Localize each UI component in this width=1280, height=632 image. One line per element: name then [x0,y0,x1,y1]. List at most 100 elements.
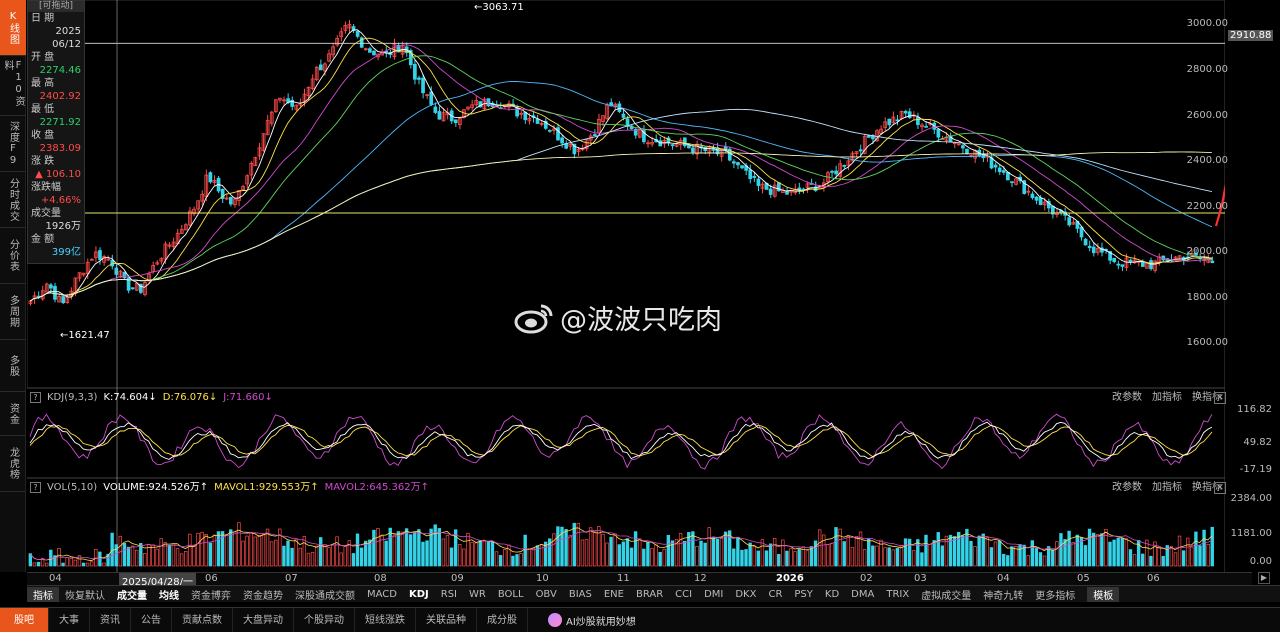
volume-bar [1100,533,1104,567]
indicator-tab-19[interactable]: CR [768,588,783,600]
indicator-tab-21[interactable]: KD [824,588,840,600]
bottom-tab-2[interactable]: 资讯 [90,607,131,632]
indicator-tab-2[interactable]: 成交量 [117,590,147,602]
indicator-tab-6[interactable]: 深股通成交额 [295,590,355,602]
vol-close-icon[interactable]: ✕ [1214,482,1226,494]
volume-bar [388,527,392,567]
candle-body [425,94,429,97]
candle-body [478,101,483,108]
indicator-tab-27[interactable]: 模板 [1087,586,1120,602]
kdj-add-button[interactable]: 加指标 [1152,392,1182,403]
candle-body [249,162,254,176]
volume-bar [139,543,143,567]
indicator-tab-20[interactable]: PSY [794,588,813,600]
candle-body [171,241,176,247]
sidebar-item-0[interactable]: K线图 [0,0,26,56]
indicator-tab-4[interactable]: 资金博弈 [191,590,231,602]
indicator-tab-16[interactable]: CCI [675,588,693,600]
kdj-k-line [29,421,1213,460]
sidebar-item-4[interactable]: 分价表 [0,228,26,284]
bottom-tab-8[interactable]: 关联品种 [416,607,477,632]
sidebar-item-6[interactable]: 多股 [0,340,26,392]
volume-bar [94,548,98,567]
hand-drawn-projection [1214,182,1225,227]
indicator-tab-13[interactable]: BIAS [568,588,592,600]
indicator-tab-3[interactable]: 均线 [159,590,179,602]
indicator-tab-17[interactable]: DMI [704,588,724,600]
indicator-tab-1[interactable]: 恢复默认 [65,590,105,602]
indicator-tab-22[interactable]: DMA [851,588,875,600]
vol-name[interactable]: VOL(5,10) [47,482,98,493]
bottom-tab-6[interactable]: 个股异动 [294,607,355,632]
indicator-tab-8[interactable]: KDJ [408,588,429,600]
volume-bar [212,534,217,567]
sidebar-item-5[interactable]: 多周期 [0,284,26,340]
bottom-tab-0[interactable]: 股吧 [0,607,49,632]
volume-bar [560,526,564,567]
sidebar-item-2[interactable]: 深度F9 [0,116,26,172]
kdj-help-icon[interactable]: ? [30,392,41,403]
indicator-tab-0[interactable]: 指标 [27,586,59,602]
volume-bar [867,538,871,567]
indicator-tab-12[interactable]: OBV [535,588,557,600]
indicator-tab-25[interactable]: 神奇九转 [983,590,1024,602]
bottom-tab-9[interactable]: 成分股 [477,607,528,632]
candle-body [1087,245,1092,249]
volume-bar [1087,528,1092,567]
indicator-tab-7[interactable]: MACD [367,588,397,600]
volume-bar [548,538,552,567]
info-panel[interactable]: [可拖动] 日 期 2025 06/12 开 盘 2274.46 最 高 240… [27,0,85,264]
sidebar-item-8[interactable]: 龙虎榜 [0,436,26,492]
indicator-tab-23[interactable]: TRIX [886,588,910,600]
bottom-tab-7[interactable]: 短线涨跌 [355,607,416,632]
candle-body [1030,193,1035,198]
kdj-close-icon[interactable]: ✕ [1214,392,1226,404]
bottom-tab-3[interactable]: 公告 [131,607,172,632]
sidebar-item-7[interactable]: 资金 [0,392,26,436]
indicator-tab-11[interactable]: BOLL [497,588,524,600]
volume-bar [588,527,593,567]
ai-assistant-link[interactable]: AI炒股就用妙想 [548,613,636,628]
volume-bar [556,526,560,567]
volume-bar [1083,545,1088,567]
kdj-axis-top: 116.82 [1237,404,1272,415]
volume-bar [224,534,229,567]
vol-help-icon[interactable]: ? [30,482,41,493]
scroll-right-icon[interactable]: ▶ [1258,572,1270,584]
candle-body [924,125,928,128]
candle-body [687,145,691,149]
volume-bar [490,541,495,567]
vol-change-button[interactable]: 换指标 [1192,482,1222,493]
kdj-change-button[interactable]: 换指标 [1192,392,1222,403]
volume-bar [441,538,446,567]
indicator-tab-14[interactable]: ENE [603,588,624,600]
bottom-tab-5[interactable]: 大盘异动 [233,607,294,632]
volume-bar [380,535,384,567]
volume-bar [781,539,785,567]
bottom-tab-4[interactable]: 贡献点数 [172,607,233,632]
indicator-tab-26[interactable]: 更多指标 [1035,590,1076,602]
volume-bar [1112,539,1116,567]
candle-body [760,183,765,189]
indicator-tab-24[interactable]: 虚拟成交量 [921,590,972,602]
sidebar-item-1[interactable]: F10资料 [0,56,26,116]
indicator-tab-5[interactable]: 资金趋势 [243,590,283,602]
vol-add-button[interactable]: 加指标 [1152,482,1182,493]
volume-bar [572,522,576,567]
volume-bar [1018,544,1022,567]
indicator-tab-15[interactable]: BRAR [635,588,664,600]
volume-bar [339,552,343,567]
kdj-name[interactable]: KDJ(9,3,3) [47,392,98,403]
candle-body [1145,262,1149,269]
vol-axis-mid: 1181.00 [1230,528,1272,539]
indicator-tab-10[interactable]: WR [469,588,486,600]
bottom-tab-1[interactable]: 大事 [49,607,90,632]
vol-params-button[interactable]: 改参数 [1112,482,1142,493]
sidebar-item-3[interactable]: 分时成交 [0,172,26,228]
indicator-tab-9[interactable]: RSI [440,588,458,600]
chart-canvas[interactable] [27,0,1225,572]
indicator-tab-18[interactable]: DKX [735,588,757,600]
kdj-params-button[interactable]: 改参数 [1112,392,1142,403]
info-drag-header[interactable]: [可拖动] [28,1,84,12]
candle-body [756,178,761,186]
